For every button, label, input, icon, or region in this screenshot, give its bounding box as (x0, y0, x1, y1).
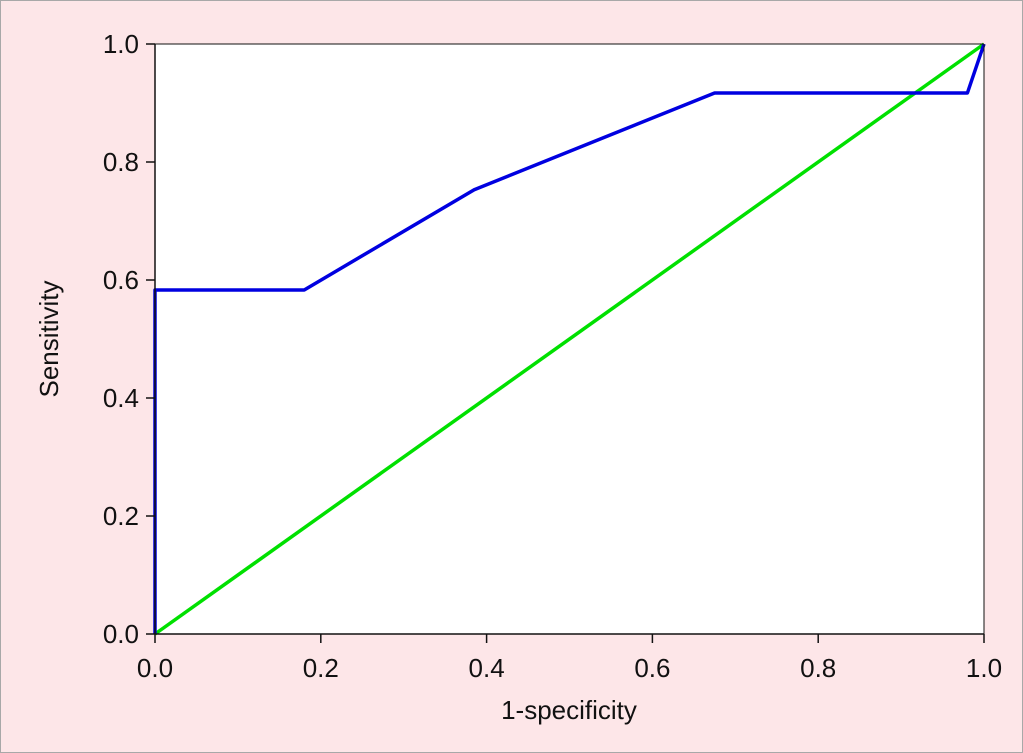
y-tick-label: 0.6 (103, 265, 139, 295)
x-tick-label: 0.6 (634, 653, 670, 683)
y-tick-label: 0.2 (103, 501, 139, 531)
y-tick-label: 0.8 (103, 147, 139, 177)
x-tick-label: 0.8 (800, 653, 836, 683)
y-tick-label: 0.4 (103, 383, 139, 413)
x-axis-title: 1-specificity (501, 695, 637, 725)
y-axis-ticks: 0.0 0.2 0.4 0.6 0.8 1.0 (103, 29, 155, 649)
x-axis-ticks: 0.0 0.2 0.4 0.6 0.8 1.0 (137, 634, 1002, 683)
reference-diagonal-line (153, 42, 986, 636)
y-tick-label: 0.0 (103, 619, 139, 649)
y-tick-label: 1.0 (103, 29, 139, 59)
x-tick-label: 1.0 (966, 653, 1002, 683)
y-axis-title: Sensitivity (34, 280, 64, 397)
x-tick-label: 0.4 (469, 653, 505, 683)
x-tick-label: 0.2 (303, 653, 339, 683)
x-tick-label: 0.0 (137, 653, 173, 683)
